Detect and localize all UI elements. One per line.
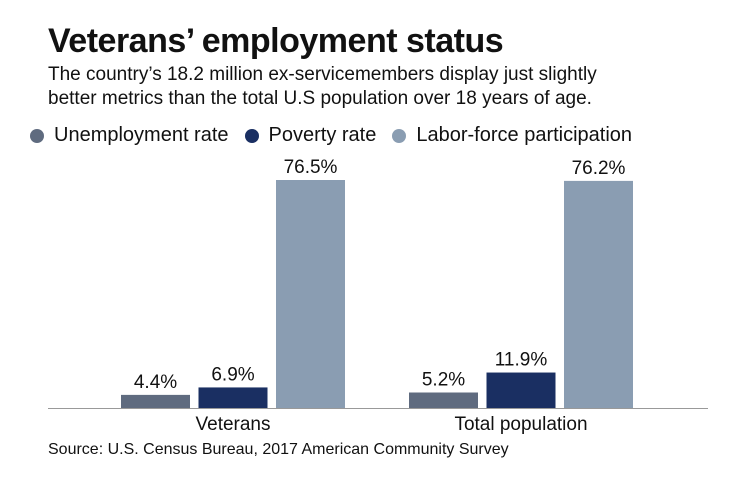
chart-subtitle-line-2: better metrics than the total U.S popula… (48, 88, 592, 109)
bar (198, 387, 268, 408)
data-label: 11.9% (495, 350, 548, 371)
source-note: Source: U.S. Census Bureau, 2017 America… (48, 441, 509, 458)
bar (564, 180, 633, 408)
chart-subtitle-line-1: The country’s 18.2 million ex-servicemem… (48, 64, 597, 85)
data-label: 76.5% (284, 157, 338, 178)
bar (409, 392, 478, 408)
data-label: 76.2% (572, 158, 626, 179)
bar (276, 180, 345, 408)
x-tick-label: Total population (454, 414, 587, 435)
legend-item: Labor-force participation (392, 124, 632, 147)
legend-swatch (30, 128, 44, 143)
bar (486, 372, 556, 408)
legend: Unemployment rate Poverty rate Labor-force… (30, 124, 632, 147)
data-label: 6.9% (211, 364, 254, 385)
chart-title: Veterans’ employment status (48, 22, 504, 60)
legend-item: Unemployment rate (30, 124, 229, 147)
x-tick-label: Veterans (196, 414, 271, 435)
data-label: 4.4% (134, 372, 177, 393)
legend-label: Labor-force participation (416, 124, 633, 146)
data-label: 5.2% (422, 370, 465, 391)
legend-swatch (392, 128, 407, 143)
legend-item: Poverty rate (244, 124, 377, 147)
legend-label: Unemployment rate (54, 124, 229, 146)
bar (121, 394, 190, 408)
legend-label: Poverty rate (268, 124, 377, 146)
legend-swatch (244, 128, 259, 143)
